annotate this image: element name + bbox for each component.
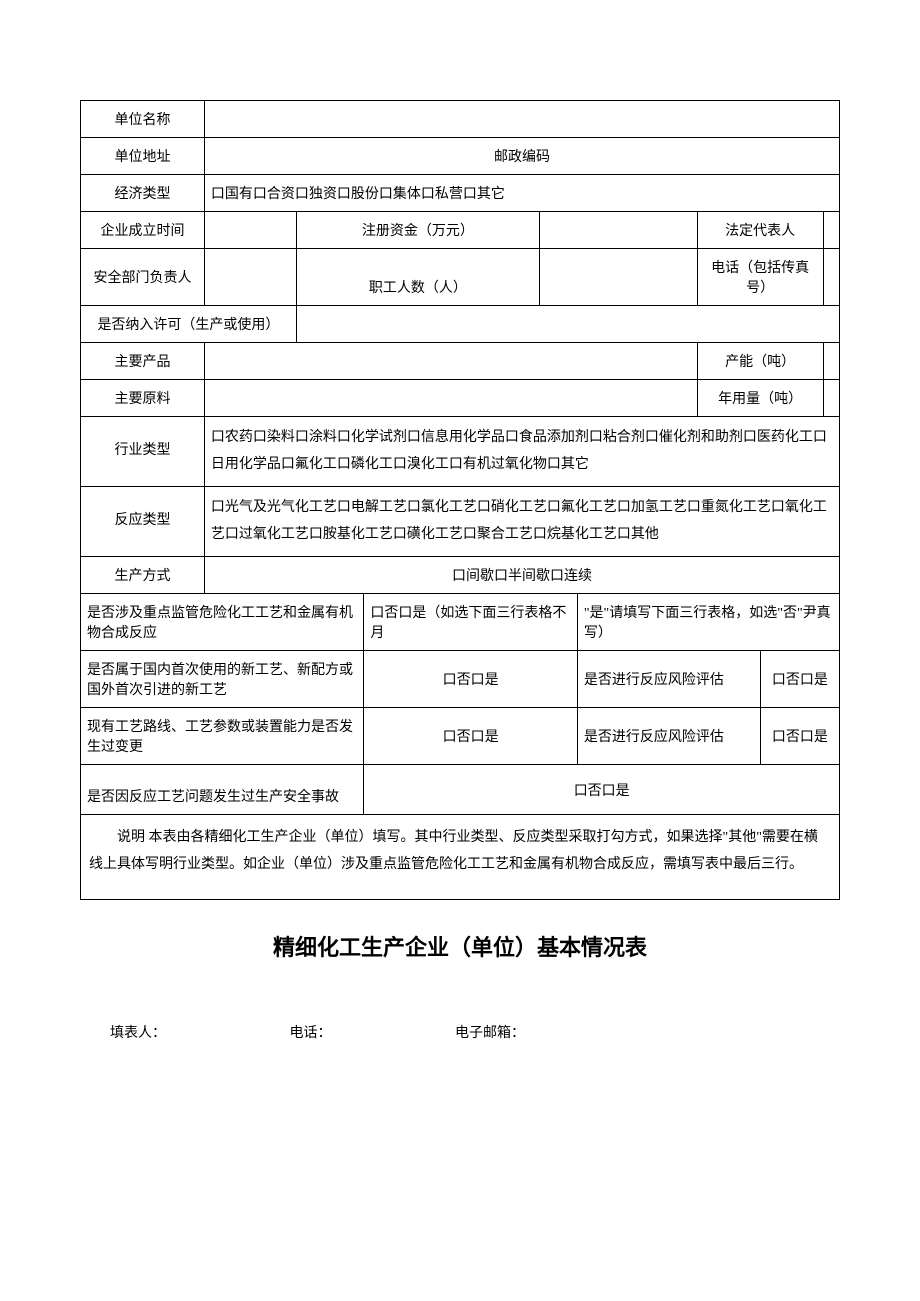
q2-sub-answer[interactable]: 口否口是	[760, 651, 839, 708]
unit-address-label: 单位地址	[81, 138, 205, 175]
q1-label: 是否涉及重点监管危险化工工艺和金属有机物合成反应	[81, 594, 364, 651]
staff-count-label: 职工人数（人）	[296, 249, 539, 306]
q1-note: "是"请填写下面三行表格，如选"否"尹真写）	[577, 594, 839, 651]
unit-name-label: 单位名称	[81, 101, 205, 138]
q3-answer[interactable]: 口否口是	[364, 708, 577, 765]
q2-sub-label: 是否进行反应风险评估	[577, 651, 760, 708]
q2-label: 是否属于国内首次使用的新工艺、新配方或国外首次引进的新工艺	[81, 651, 364, 708]
industry-type-value[interactable]: 口农药口染料口涂料口化学试剂口信息用化学品口食品添加剂口粘合剂口催化剂和助剂口医…	[204, 417, 839, 487]
postal-code-label: 邮政编码	[204, 138, 839, 175]
annual-usage-value[interactable]	[823, 380, 839, 417]
staff-count-value[interactable]	[539, 249, 697, 306]
production-mode-value[interactable]: 口间歇口半间歇口连续	[204, 557, 839, 594]
license-value[interactable]	[296, 306, 839, 343]
reaction-type-value[interactable]: 口光气及光气化工艺口电解工艺口氯化工艺口硝化工艺口氟化工艺口加氢工艺口重氮化工艺…	[204, 487, 839, 557]
footer: 填表人： 电话： 电子邮箱：	[80, 1022, 840, 1042]
capital-value[interactable]	[539, 212, 697, 249]
reaction-type-label: 反应类型	[81, 487, 205, 557]
q4-answer[interactable]: 口否口是	[364, 765, 840, 815]
footer-filler: 填表人：	[110, 1022, 166, 1042]
info-table: 单位名称 单位地址 邮政编码 经济类型 口国有口合资口独资口股份口集体口私营口其…	[80, 100, 840, 900]
capacity-label: 产能（吨）	[697, 343, 823, 380]
main-material-value[interactable]	[204, 380, 697, 417]
legal-rep-label: 法定代表人	[697, 212, 823, 249]
unit-name-value[interactable]	[204, 101, 839, 138]
establish-time-label: 企业成立时间	[81, 212, 205, 249]
economy-type-label: 经济类型	[81, 175, 205, 212]
phone-value[interactable]	[823, 249, 839, 306]
industry-type-label: 行业类型	[81, 417, 205, 487]
main-product-value[interactable]	[204, 343, 697, 380]
main-product-label: 主要产品	[81, 343, 205, 380]
main-material-label: 主要原料	[81, 380, 205, 417]
table-note: 说明 本表由各精细化工生产企业（单位）填写。其中行业类型、反应类型采取打勾方式，…	[81, 815, 840, 899]
footer-email: 电子邮箱：	[455, 1022, 525, 1042]
license-label: 是否纳入许可（生产或使用）	[81, 306, 297, 343]
establish-time-value[interactable]	[204, 212, 296, 249]
capital-label: 注册资金（万元）	[296, 212, 539, 249]
safety-head-label: 安全部门负责人	[81, 249, 205, 306]
q3-label: 现有工艺路线、工艺参数或装置能力是否发生过变更	[81, 708, 364, 765]
legal-rep-value[interactable]	[823, 212, 839, 249]
safety-head-value[interactable]	[204, 249, 296, 306]
q4-label: 是否因反应工艺问题发生过生产安全事故	[81, 765, 364, 815]
page-title: 精细化工生产企业（单位）基本情况表	[80, 930, 840, 962]
phone-label: 电话（包括传真号）	[697, 249, 823, 306]
q1-answer[interactable]: 口否口是（如选下面三行表格不月	[364, 594, 577, 651]
footer-phone: 电话：	[290, 1022, 332, 1042]
q2-answer[interactable]: 口否口是	[364, 651, 577, 708]
annual-usage-label: 年用量（吨）	[697, 380, 823, 417]
economy-type-value[interactable]: 口国有口合资口独资口股份口集体口私营口其它	[204, 175, 839, 212]
capacity-value[interactable]	[823, 343, 839, 380]
q3-sub-label: 是否进行反应风险评估	[577, 708, 760, 765]
production-mode-label: 生产方式	[81, 557, 205, 594]
q3-sub-answer[interactable]: 口否口是	[760, 708, 839, 765]
